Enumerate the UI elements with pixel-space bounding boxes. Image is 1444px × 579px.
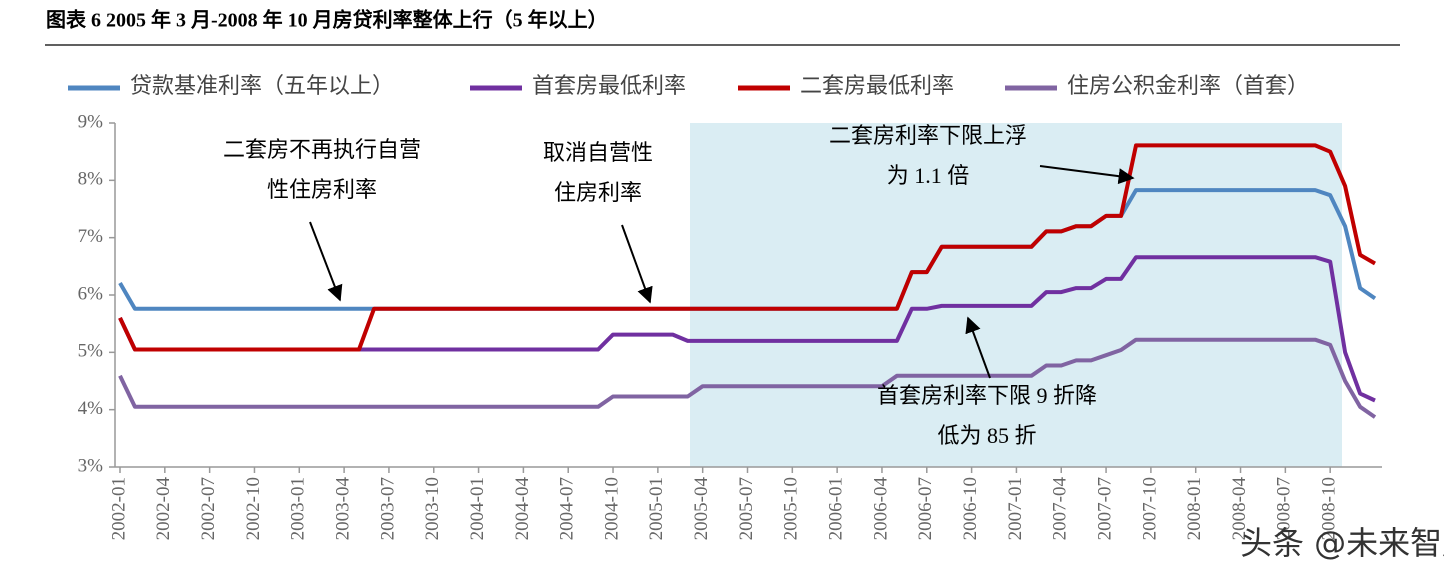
x-tick-label: 2005-10 (781, 477, 802, 540)
y-tick-label: 8% (78, 169, 104, 190)
annotation: 低为 85 折 (937, 423, 1036, 448)
highlight-period (690, 123, 1342, 467)
x-tick-label: 2005-07 (736, 477, 757, 540)
annotation: 性住房利率 (267, 177, 377, 202)
annotation: 二套房利率下限上浮 (829, 123, 1027, 148)
x-tick-label: 2006-07 (915, 477, 936, 540)
x-tick-label: 2002-01 (108, 477, 129, 540)
x-tick-label: 2007-04 (1050, 477, 1071, 541)
annotation: 住房利率 (554, 180, 642, 205)
x-tick-label: 2006-10 (960, 477, 981, 540)
x-tick-label: 2008-07 (1274, 477, 1295, 540)
x-tick-label: 2003-04 (332, 477, 353, 541)
x-tick-label: 2003-01 (288, 477, 309, 540)
annotation: 二套房不再执行自营 (223, 137, 421, 162)
arrow (309, 221, 343, 302)
x-tick-label: 2007-07 (1094, 477, 1115, 540)
arrow (965, 316, 991, 379)
x-tick-label: 2008-01 (1184, 477, 1205, 540)
x-tick-label: 2002-04 (153, 477, 174, 541)
x-tick-label: 2007-10 (1139, 477, 1160, 540)
arrow (621, 224, 653, 304)
x-tick-label: 2004-01 (467, 477, 488, 540)
series-line (118, 337, 1377, 419)
watermark: 头条 @未来智库 (1240, 524, 1444, 562)
x-tick-label: 2002-10 (243, 477, 264, 540)
y-tick-label: 7% (78, 226, 104, 247)
annotation: 为 1.1 倍 (887, 163, 970, 188)
y-tick-label: 6% (78, 283, 104, 304)
legend-label: 二套房最低利率 (800, 73, 954, 98)
chart-title: 图表 6 2005 年 3 月-2008 年 10 月房贷利率整体上行（5 年以… (46, 8, 608, 32)
legend-label: 贷款基准利率（五年以上） (130, 73, 394, 98)
x-tick-label: 2008-10 (1319, 477, 1340, 540)
x-tick-label: 2002-07 (198, 477, 219, 540)
annotation: 首套房利率下限 9 折降 (877, 383, 1097, 408)
x-tick-label: 2007-01 (1005, 477, 1026, 540)
arrow (1039, 165, 1135, 185)
y-tick-label: 9% (78, 111, 104, 132)
x-tick-label: 2005-01 (646, 477, 667, 540)
x-tick-label: 2004-04 (512, 477, 533, 541)
series-line (118, 143, 1376, 352)
legend-label: 住房公积金利率（首套） (1067, 73, 1309, 98)
legend-label: 首套房最低利率 (532, 73, 686, 98)
x-tick-label: 2003-10 (422, 477, 443, 540)
y-tick-label: 5% (78, 341, 104, 362)
x-tick-label: 2004-10 (601, 477, 622, 540)
x-tick-label: 2006-04 (870, 477, 891, 541)
x-tick-label: 2008-04 (1229, 477, 1250, 541)
y-tick-label: 3% (78, 455, 104, 476)
x-tick-label: 2004-07 (557, 477, 578, 540)
annotation: 取消自营性 (543, 140, 653, 165)
x-tick-label: 2003-07 (377, 477, 398, 540)
y-tick-label: 4% (78, 398, 104, 419)
x-tick-label: 2005-04 (691, 477, 712, 541)
x-tick-label: 2006-01 (826, 477, 847, 540)
